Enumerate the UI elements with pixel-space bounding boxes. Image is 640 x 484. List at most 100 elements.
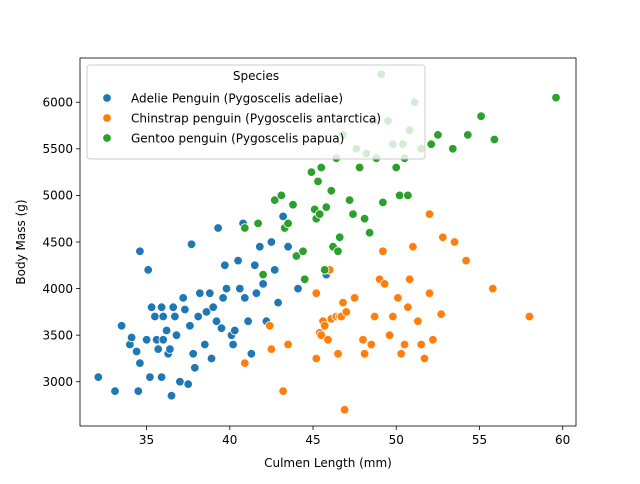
- data-point-series-1-29: [384, 330, 395, 340]
- data-point-series-2-23: [335, 232, 345, 243]
- data-point-series-0-36: [195, 288, 205, 298]
- data-point-series-2-39: [394, 190, 405, 201]
- data-point-series-0-46: [220, 260, 230, 271]
- data-point-series-1-18: [338, 297, 348, 308]
- data-point-series-0-59: [255, 241, 265, 252]
- data-point-series-0-18: [158, 335, 168, 345]
- data-point-series-0-5: [131, 346, 142, 357]
- data-point-series-0-58: [251, 288, 262, 298]
- data-point-series-0-60: [258, 279, 268, 289]
- data-point-series-2-49: [463, 130, 473, 140]
- y-tick-label-6: 6000: [42, 96, 73, 110]
- data-point-series-2-26: [348, 209, 358, 219]
- data-point-series-0-56: [246, 349, 257, 359]
- x-axis-label: Culmen Length (mm): [264, 456, 392, 470]
- data-point-series-2-11: [306, 167, 317, 177]
- data-point-series-1-30: [388, 311, 398, 322]
- data-point-series-0-31: [185, 321, 195, 331]
- data-point-series-0-10: [143, 265, 153, 275]
- data-point-series-1-43: [436, 309, 446, 319]
- data-point-series-1-0: [240, 358, 250, 368]
- legend-marker-1: [102, 113, 112, 123]
- data-point-series-2-0: [240, 223, 250, 233]
- data-point-series-0-26: [171, 330, 182, 340]
- data-point-series-0-22: [165, 344, 175, 354]
- data-point-series-1-33: [399, 339, 410, 350]
- data-point-series-2-4: [276, 190, 287, 201]
- data-point-series-2-46: [426, 139, 436, 149]
- data-point-series-1-32: [396, 349, 406, 359]
- data-point-series-1-19: [339, 405, 350, 415]
- data-point-series-2-51: [489, 134, 500, 145]
- data-point-series-1-40: [424, 288, 435, 298]
- y-tick-label-0: 3000: [42, 375, 73, 389]
- data-point-series-1-36: [408, 241, 418, 252]
- data-point-series-1-4: [283, 339, 293, 350]
- data-point-series-2-18: [321, 202, 332, 212]
- data-point-series-0-24: [168, 302, 178, 312]
- data-point-series-1-25: [369, 311, 380, 322]
- data-point-series-0-44: [216, 323, 227, 333]
- data-point-series-0-49: [228, 339, 238, 350]
- data-point-series-2-9: [298, 246, 308, 257]
- data-point-series-0-23: [166, 391, 177, 401]
- y-axis-label: Body Mass (g): [14, 199, 28, 284]
- x-axis: 35 40 45 50 55 60: [139, 426, 570, 447]
- data-point-series-0-65: [278, 211, 288, 222]
- x-tick-label-5: 60: [555, 433, 570, 447]
- data-point-series-1-20: [341, 307, 352, 317]
- data-point-series-0-54: [240, 293, 250, 303]
- data-point-series-0-13: [150, 311, 160, 322]
- data-point-series-1-35: [404, 274, 415, 285]
- data-point-series-0-37: [200, 339, 210, 350]
- data-point-series-1-27: [378, 246, 388, 257]
- data-point-series-1-47: [488, 283, 498, 294]
- data-point-series-2-19: [326, 186, 337, 196]
- data-point-series-2-25: [344, 195, 355, 205]
- data-point-series-0-1: [110, 386, 120, 396]
- x-tick-label-0: 35: [139, 433, 154, 447]
- data-point-series-1-39: [419, 353, 430, 364]
- data-point-series-1-41: [424, 209, 435, 219]
- data-point-series-2-17: [320, 265, 330, 275]
- data-point-series-1-38: [416, 339, 426, 350]
- data-point-series-1-21: [349, 293, 360, 303]
- x-tick-label-3: 50: [389, 433, 404, 447]
- data-point-series-0-41: [208, 302, 218, 312]
- data-point-series-0-52: [235, 283, 245, 294]
- data-point-series-2-16: [316, 162, 327, 173]
- data-point-series-1-31: [393, 293, 403, 303]
- data-point-series-0-15: [153, 344, 163, 354]
- data-point-series-1-5: [311, 288, 322, 298]
- data-point-series-0-16: [156, 372, 167, 382]
- data-point-series-2-15: [315, 209, 325, 219]
- data-point-series-0-42: [211, 316, 222, 326]
- data-point-series-0-28: [178, 293, 188, 303]
- data-point-series-0-39: [205, 288, 215, 298]
- data-point-series-0-30: [183, 379, 193, 389]
- data-point-series-0-9: [141, 335, 152, 345]
- y-axis: 3000 3500 4000 4500 5000 5500 6000: [42, 96, 80, 389]
- data-point-series-2-50: [476, 111, 486, 121]
- data-point-series-1-34: [403, 302, 413, 312]
- data-point-series-1-46: [461, 255, 471, 266]
- data-point-series-1-24: [366, 339, 377, 350]
- data-point-series-0-8: [135, 358, 145, 368]
- data-point-series-0-17: [156, 302, 167, 312]
- legend-label-0: Adelie Penguin (Pygoscelis adeliae): [131, 91, 343, 105]
- data-point-series-2-14: [313, 176, 323, 187]
- data-point-series-0-62: [266, 237, 277, 247]
- points-layer: [93, 69, 561, 415]
- data-point-series-2-10: [300, 274, 310, 285]
- x-tick-label-2: 45: [305, 433, 320, 447]
- data-point-series-0-63: [270, 265, 280, 275]
- data-point-series-0-47: [221, 283, 232, 294]
- data-point-series-1-3: [278, 386, 288, 396]
- data-point-series-0-35: [193, 311, 203, 322]
- data-point-series-0-19: [158, 311, 168, 322]
- data-point-series-0-55: [243, 316, 253, 326]
- data-point-series-1-28: [379, 279, 390, 289]
- data-point-series-1-1: [265, 321, 275, 331]
- legend-box: [86, 64, 426, 160]
